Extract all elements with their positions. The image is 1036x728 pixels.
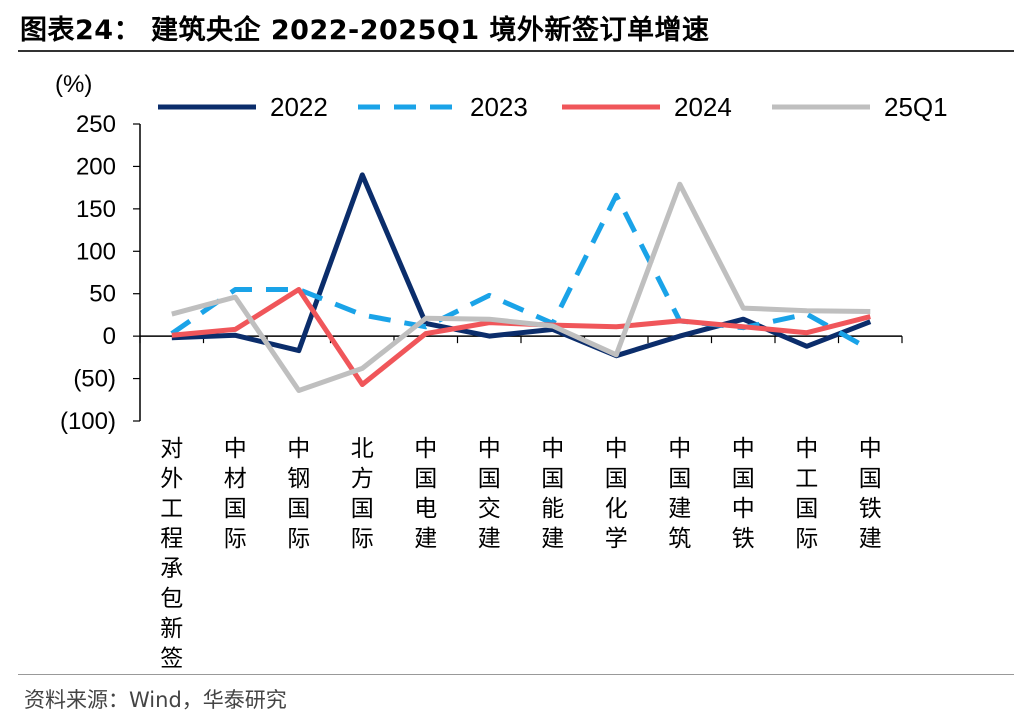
x-category-label: 中材国际 — [224, 436, 247, 552]
y-tick-label: (50) — [73, 366, 116, 393]
x-category-label: 中国能建 — [541, 436, 564, 552]
source-note: 资料来源：Wind，华泰研究 — [24, 688, 287, 712]
x-category-label: 中国铁建 — [859, 436, 882, 552]
x-axis-categories: 对外工程承包新签 中材国际 中钢国际 北方国际 中国电建 中国交建 中国能建 中国化学 中国建筑… — [160, 436, 882, 672]
y-tick-label: 200 — [76, 153, 116, 180]
x-category-label: 中国建筑 — [668, 436, 691, 552]
x-category-label: 中钢国际 — [287, 436, 310, 552]
legend: 2022 2023 2024 25Q1 — [158, 92, 948, 122]
x-category-label: 中工国际 — [795, 436, 818, 552]
footer-divider — [18, 674, 1014, 675]
y-tick-label: 100 — [76, 238, 116, 265]
y-tick-label: 150 — [76, 196, 116, 223]
x-category-label: 中国电建 — [414, 436, 437, 552]
y-axis-label: (%) — [55, 71, 92, 98]
legend-label-2024: 2024 — [674, 92, 732, 122]
y-tick-label: 0 — [103, 323, 116, 350]
y-axis-ticks: 250 200 150 100 50 0 (50) (100) — [60, 111, 140, 435]
series-line-25Q1 — [171, 181, 871, 393]
x-category-label: 对外工程承包新签 — [160, 436, 183, 672]
x-category-label: 中国交建 — [478, 436, 501, 552]
legend-label-2023: 2023 — [470, 92, 528, 122]
legend-label-2022: 2022 — [270, 92, 328, 122]
x-category-label: 北方国际 — [351, 436, 374, 552]
x-category-label: 中国化学 — [605, 436, 628, 552]
axes — [139, 124, 903, 421]
y-tick-label: 50 — [89, 281, 116, 308]
y-tick-label: (100) — [60, 408, 116, 435]
chart-title: 图表24： 建筑央企 2022-2025Q1 境外新签订单增速 — [20, 15, 710, 46]
series-lines — [170, 172, 872, 393]
title-divider — [18, 50, 1014, 52]
x-category-label: 中国中铁 — [732, 436, 755, 552]
legend-label-25Q1: 25Q1 — [884, 92, 948, 122]
y-tick-label: 250 — [76, 111, 116, 138]
